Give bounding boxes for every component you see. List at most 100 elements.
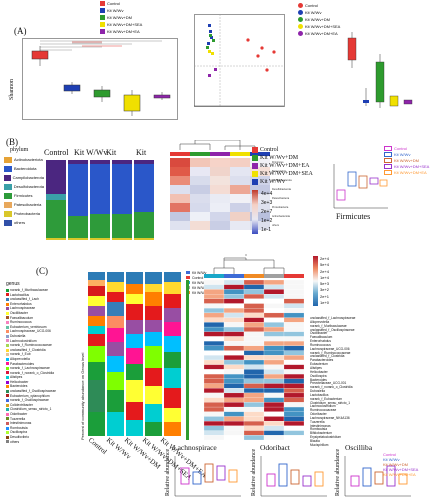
heatmap-cell: [203, 416, 225, 422]
heatmap-cell: [283, 425, 305, 431]
genus-row-label: unclassified_f_Oscillospiraceae: [310, 327, 355, 332]
heatmap-cell: [243, 298, 265, 304]
stack-segment: [126, 348, 143, 364]
legend-swatch: [6, 293, 9, 297]
genus-row-label: Lachnospiraceae_NK4A136: [310, 415, 350, 420]
stack-segment: [107, 282, 124, 292]
stack-segment: [145, 306, 162, 320]
heatmap-cell: [223, 421, 245, 426]
genus-row-label: norank_f_Ruminococcaceae: [310, 350, 351, 355]
genus-legend-item: norank_f_Oscillospiraceae: [6, 398, 84, 403]
stack-segment: [164, 322, 181, 336]
genus-legend-item: Lachnospiraceae_UCG-006: [6, 329, 84, 334]
heatmap-cell: [203, 326, 225, 332]
heatmap-cell: [223, 383, 245, 389]
svg-text:Desulfobacterota: Desulfobacterota: [272, 188, 292, 191]
stack-segment: [126, 364, 143, 380]
heatmap-cell: [203, 430, 225, 436]
heatmap-cell: [243, 345, 265, 351]
genus-legend-item: norank_f_Lachnospiraceae: [6, 366, 84, 371]
heatmap-cell: [283, 406, 305, 412]
heatmap-cell: [223, 355, 245, 361]
heatmap-cell: [243, 336, 265, 342]
genus-legend-item: Eubacterium_ventriosum: [6, 325, 84, 330]
color-scale-bar: [313, 256, 318, 306]
stack-segment: [126, 334, 143, 348]
heatmap-cell: [223, 350, 245, 356]
heatmap-cell: [263, 359, 285, 365]
legend-swatch: [6, 385, 9, 389]
heatmap-cell: [263, 289, 285, 295]
boxplot-ylabel: Relative abundance: [251, 448, 257, 496]
heatmap-cell: [283, 298, 305, 304]
heatmap-cell: [203, 350, 225, 356]
genus-row-label: Clostridium_sensu_stricto_1: [310, 400, 351, 405]
stack-segment: [145, 284, 162, 292]
heatmap-cell: [223, 322, 245, 328]
stack-segment: [164, 336, 181, 352]
heatmap-cell: [203, 331, 225, 337]
group-color-bar: [244, 274, 264, 278]
heatmap-cell: [243, 341, 265, 346]
legend-swatch: [6, 422, 9, 426]
heatmap-cell: [263, 312, 285, 318]
heatmap-cell: [263, 369, 285, 375]
svg-text:Bacteroidota: Bacteroidota: [272, 170, 287, 173]
legend-label: Control: [305, 3, 318, 8]
panel-c-boxplots: Lachnospirace Odoribact Oscilliba Relati…: [165, 440, 435, 500]
legend-swatch: [6, 362, 9, 366]
heatmap-cell: [283, 341, 305, 346]
stack-segment: [88, 306, 105, 316]
stack-segment: [145, 332, 162, 346]
panel-c-heatmap: [186, 254, 305, 441]
genus-legend-item: Enterorhabdus: [6, 302, 84, 307]
genus-legend-item: Dubosiella: [6, 334, 84, 339]
genus-row-label: Prevotellaceae_UCG-001: [310, 381, 347, 386]
genus-row-label: Alloprevotella: [310, 319, 330, 324]
panel-c-stacked-bars: [88, 272, 181, 436]
stack-segment: [88, 272, 105, 280]
panel-a-ylabel: Shannon: [9, 79, 15, 100]
heatmap-cell: [223, 294, 245, 299]
legend-swatch: [6, 311, 9, 315]
stack-segment: [164, 282, 181, 294]
genus-row-label: Odoribacter: [310, 412, 327, 417]
stack-segment: [88, 346, 105, 362]
heatmap-cell: [243, 355, 265, 361]
heatmap-cell: [223, 359, 245, 365]
boxplot-odoribacter: [260, 456, 327, 497]
panel-a-right-boxplot: [347, 32, 413, 108]
genus-legend-item: Helicobacter: [6, 380, 84, 385]
heatmap-cell: [223, 289, 245, 295]
heatmap-cell: [283, 322, 305, 328]
heatmap-cell: [203, 298, 225, 304]
genus-row-label: Intestinimonas: [310, 423, 331, 428]
heatmap-cell: [223, 331, 245, 337]
legend-swatch: [6, 288, 9, 292]
heatmap-cell: [243, 359, 265, 365]
legend-label: Kit W/Wv+DM: [107, 15, 132, 20]
heatmap-cell: [203, 374, 225, 379]
heatmap-cell: [223, 397, 245, 403]
heatmap-cell: [203, 345, 225, 351]
stack-segment: [164, 388, 181, 408]
panel-b-letter: (B): [6, 137, 18, 147]
stack-segment: [126, 294, 143, 304]
heatmap-cell: [203, 336, 225, 342]
legend-swatch: [6, 353, 9, 357]
heatmap-cell: [223, 374, 245, 379]
heatmap-cell: [263, 308, 285, 314]
heatmap-cell: [243, 317, 265, 323]
heatmap-cell: [203, 312, 225, 318]
heatmap-cell: [203, 289, 225, 295]
genus-legend-item: unclassified_f_Oscillospiraceae: [6, 389, 84, 394]
legend-swatch: [6, 440, 9, 444]
heatmap-cell: [263, 317, 285, 323]
heatmap-cell: [223, 416, 245, 422]
heatmap-cell: [223, 406, 245, 412]
genus-row-label: Faecalibaculum: [310, 335, 333, 340]
firmicutes-title: Firmicutes: [336, 212, 371, 221]
stack-segment: [88, 362, 105, 380]
genus-legend-item: Ruminococcus: [6, 320, 84, 325]
legend-swatch: [6, 399, 9, 403]
